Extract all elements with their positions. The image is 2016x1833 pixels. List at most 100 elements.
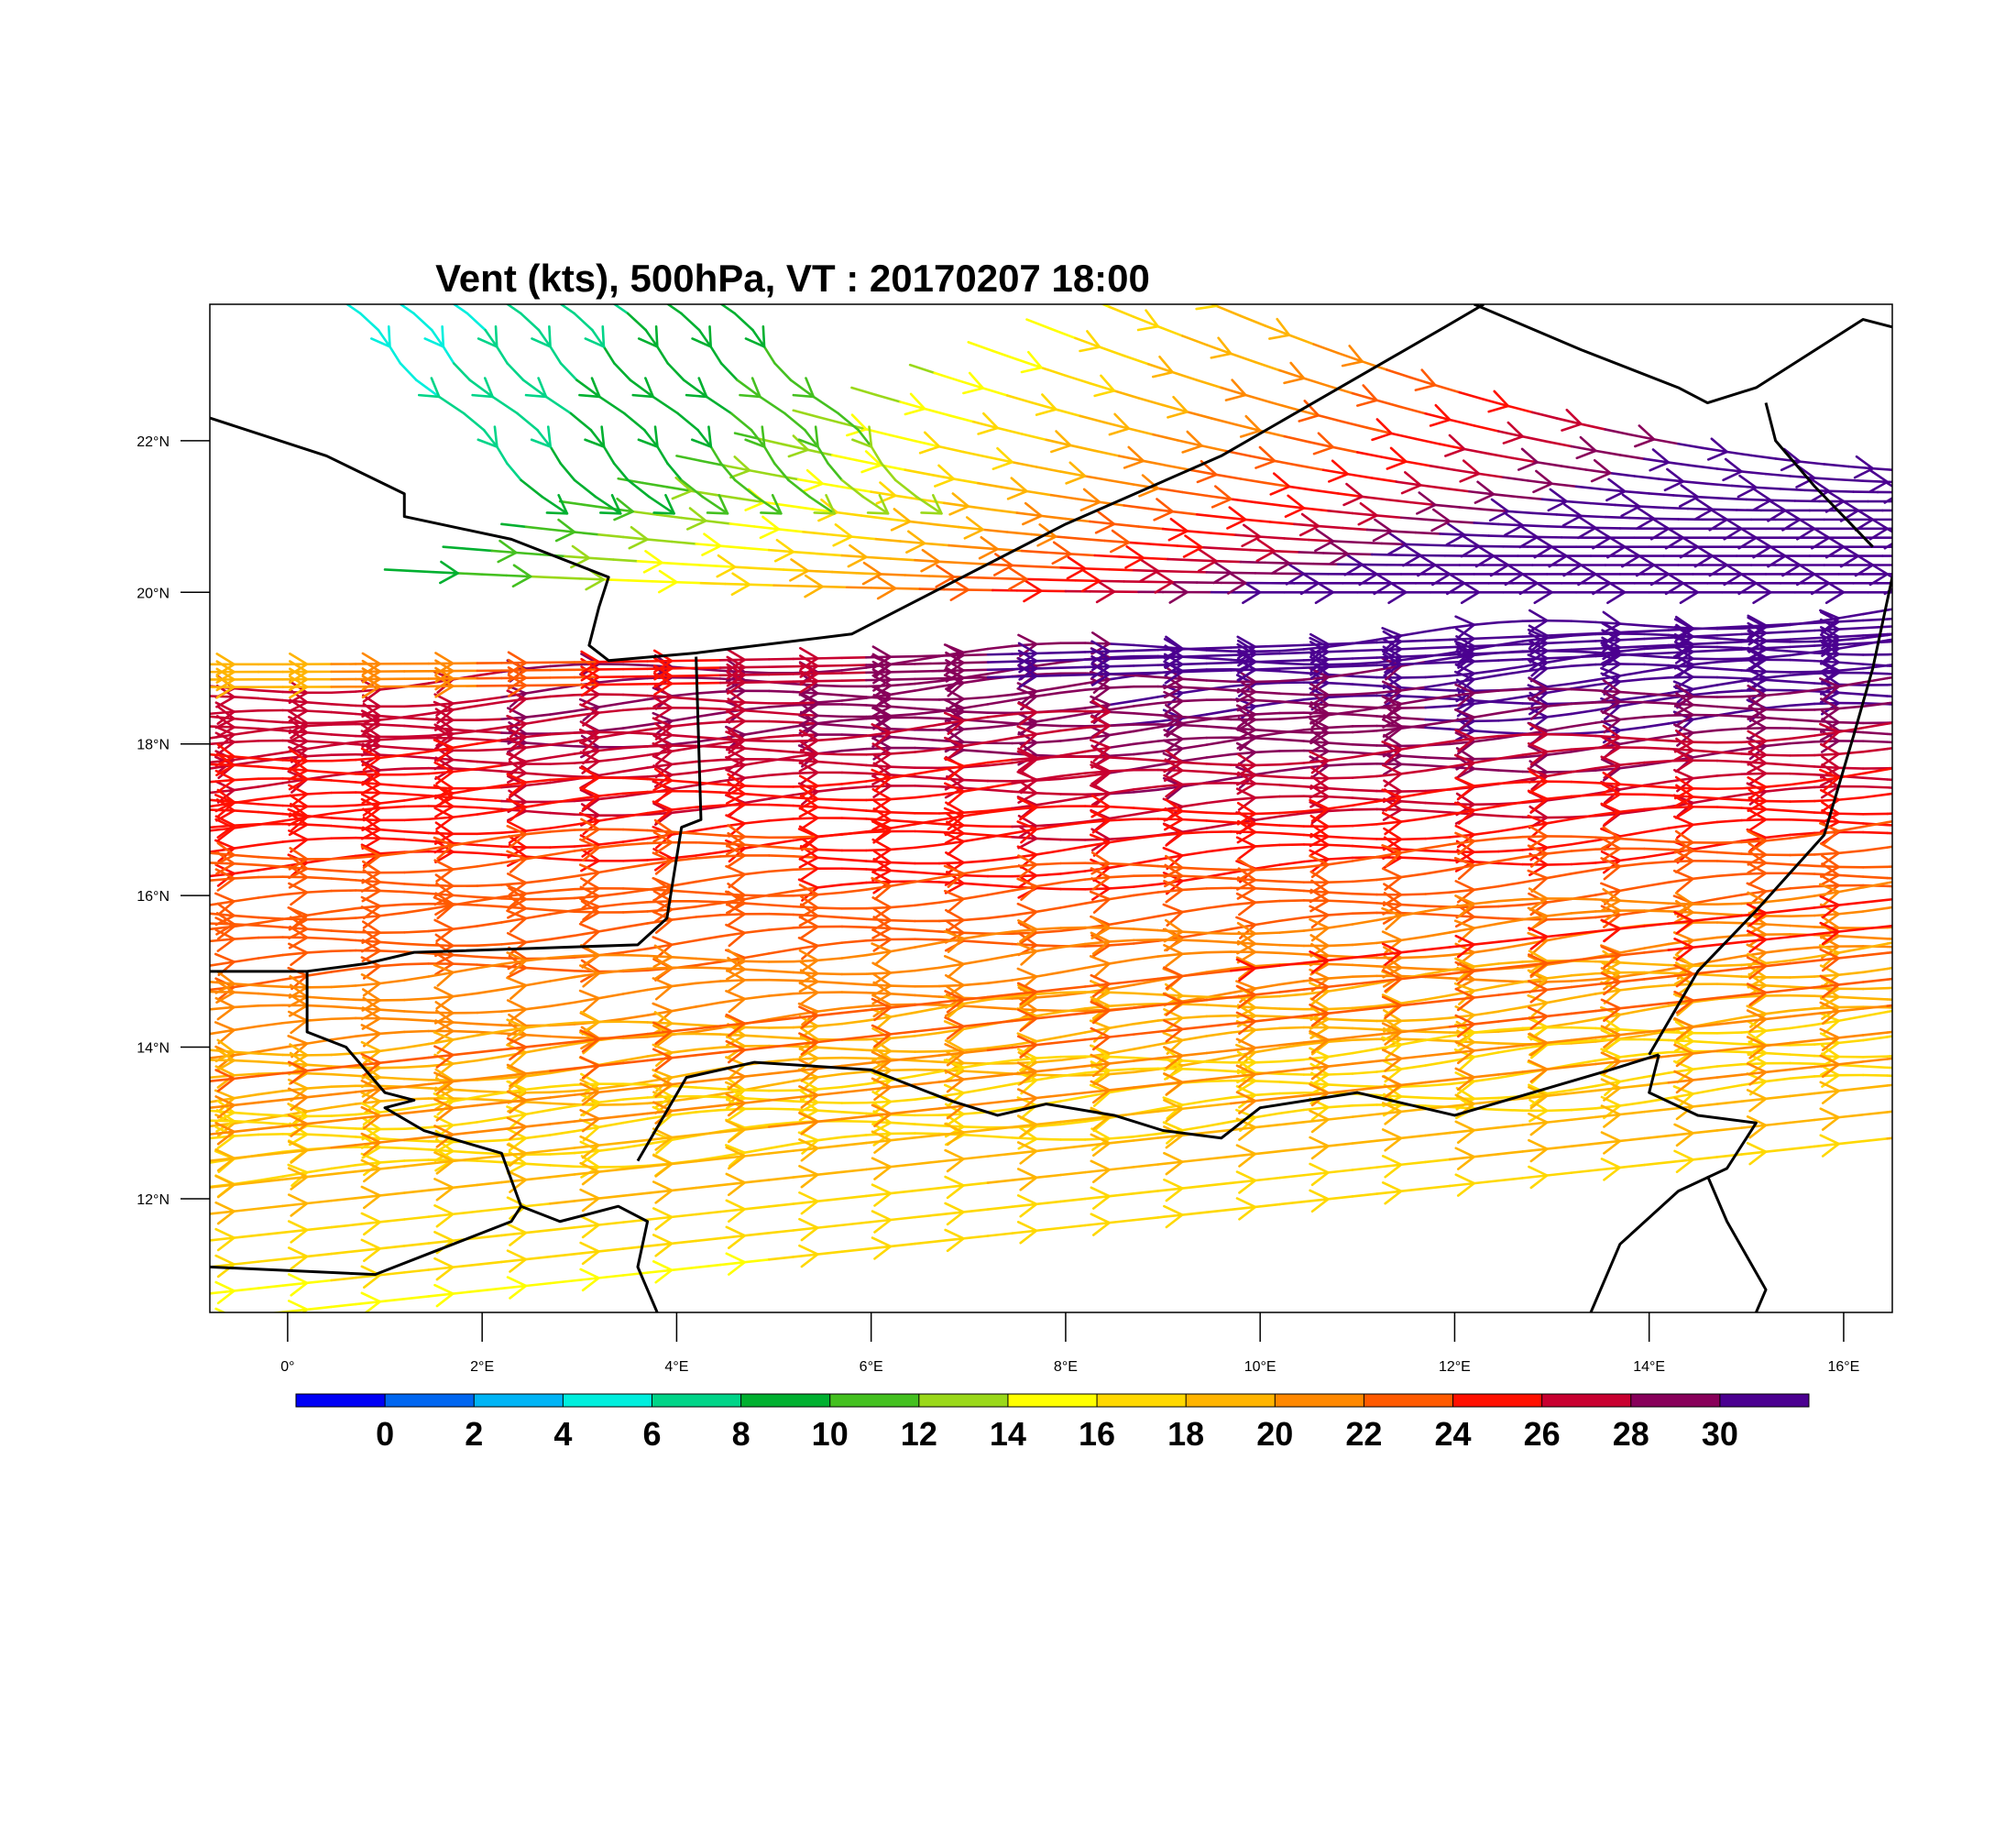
band-6-line-4-segment [427,971,455,978]
south-flow-line-0-segment [670,1266,697,1272]
south-flow-line-4-segment [1861,1031,1889,1037]
band-8-line-2-arrowhead [1089,1083,1111,1107]
band-1-line-2-segment [210,741,236,746]
band-5-line-2-segment [1108,894,1135,901]
band-1-line-4-segment [621,693,649,697]
band-2-line-0-arrowhead [652,802,674,826]
south-flow-line-6-segment [865,1085,893,1092]
band-6-line-0-segment [281,1042,309,1049]
band-3-line-0-segment [1912,789,1936,791]
band-3-line-4-arrowhead [1601,724,1622,749]
band-5-line-4-arrowhead [1017,854,1038,878]
band-2-line-4-segment [1254,718,1281,721]
south-flow-line-3-segment [281,1228,309,1235]
band-1-line-4-segment [1424,656,1452,664]
band-3-line-3-arrowhead [1891,736,1892,739]
band-1-line-2-segment [305,740,333,744]
band-1-line-3-segment [354,734,382,739]
south-flow-line-2-segment [330,1249,357,1256]
band-2-line-4-segment [1789,688,1816,695]
south-flow-line-1-arrowhead [798,1217,819,1242]
band-4-line-1-segment [1886,823,1892,827]
band-7-line-1-segment [1108,1048,1135,1055]
band-1-line-3-segment [305,731,333,736]
band-7-line-0-segment [1912,1008,1936,1009]
band-0-line-1-segment [670,715,697,722]
south-flow-line-5-segment [1740,1017,1768,1024]
south-flow-line-1-segment [1473,1152,1500,1158]
band-7-line-4-arrowhead [214,1038,236,1063]
south-flow-line-3-segment [1059,1144,1087,1150]
band-0-line-0-segment [1886,672,1892,675]
band-2-line-4-arrowhead [1528,677,1549,701]
band-8-line-3-segment [573,1101,600,1107]
band-1-line-3-segment [1327,693,1354,697]
band-0-line-4-segment [161,681,186,684]
band-6-line-0-segment [1448,976,1475,982]
band-1-line-2-segment [1108,705,1135,711]
band-5-line-4-segment [1861,820,1889,829]
band-7-line-3-segment [476,1055,503,1062]
band-3-line-3-segment [1327,776,1354,780]
band-5-line-2-segment [549,934,576,941]
band-8-line-3-segment [549,1104,576,1112]
band-6-line-3-segment [1448,927,1475,934]
band-3-line-4-arrowhead [1236,752,1257,777]
band-5-line-3-segment [695,900,722,904]
band-3-line-1-segment [1351,796,1378,801]
band-2-line-4-segment [257,757,284,762]
band-2-line-3-segment [695,744,722,749]
south-flow-line-5-segment [549,1147,576,1152]
band-5-line-3-segment [427,927,455,933]
band-6-line-1-segment [210,1028,236,1036]
band-5-line-4-segment [378,911,406,917]
south-flow-line-0-segment [1886,1136,1892,1140]
band-1-line-1-arrowhead [361,742,382,767]
south-flow-line-5-segment [1912,1001,1936,1004]
band-0-line-1-segment [1789,658,1816,663]
band-8-line-1-segment [476,1151,503,1156]
south-flow-line-6-segment [210,1159,212,1162]
band-6-line-4-segment [257,984,284,989]
band-4-line-0-arrowhead [871,870,893,895]
band-0-line-2-arrowhead [1016,682,1038,706]
band-2-line-3-segment [1156,723,1184,727]
band-7-line-0-segment [354,1100,382,1105]
band-6-line-2-arrowhead [1089,955,1111,979]
band-4-line-2-segment [767,854,795,858]
band-0-line-4-segment [1861,609,1889,616]
band-8-line-3-segment [1473,1051,1500,1059]
band-3-line-0-segment [452,851,479,855]
band-1-line-3-arrowhead [433,723,455,747]
south-flow-line-4-segment [330,1196,357,1202]
band-5-line-3-arrowhead [1453,856,1475,881]
band-2-line-4-segment [354,756,382,762]
band-2-line-2-segment [1351,742,1378,747]
band-1-line-0-segment [476,768,503,773]
south-flow-line-4-segment [1180,1104,1209,1111]
band-8-line-1-segment [1789,1061,1816,1066]
south-flow-line-2-arrowhead [871,1183,893,1207]
band-6-line-3-segment [210,990,236,994]
band-2-line-4-segment [889,727,916,734]
south-flow-line-0-segment [354,1300,382,1306]
band-1-line-0-segment [1205,739,1233,746]
band-4-line-3-segment [1912,786,1936,791]
band-2-line-2-arrowhead [1674,703,1694,728]
band-6-line-4-segment [816,957,844,962]
band-1-line-3-segment [1205,686,1233,692]
south-flow-line-1-segment [1351,1166,1378,1171]
band-7-line-4-segment [476,1029,503,1037]
band-5-line-3-segment [1837,849,1865,855]
band-7-line-2-segment [889,1049,916,1053]
band-6-line-4-segment [1715,902,1743,906]
south-flow-line-2-arrowhead [798,1191,819,1215]
south-flow-line-2-segment [889,1189,916,1195]
south-flow-line-6-segment [1230,1046,1257,1052]
band-4-line-2-arrowhead [1674,796,1694,819]
band-4-line-4-segment [840,830,868,836]
band-0-line-3-segment [1545,634,1573,640]
band-6-line-0-segment [1327,975,1354,980]
band-5-line-1-segment [1521,901,1549,906]
south-flow-line-6-segment [1156,1054,1184,1060]
